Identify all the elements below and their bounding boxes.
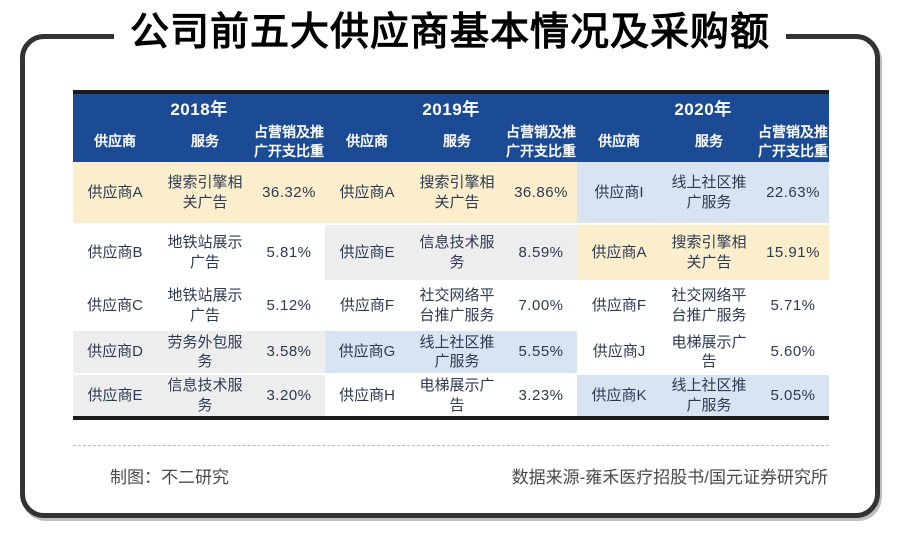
supplier-cell: 供应商A (577, 225, 661, 282)
supplier-cell: 供应商F (577, 282, 661, 331)
share-cell: 5.12% (253, 282, 325, 331)
col-header-service: 服务 (191, 133, 219, 150)
supplier-cell: 供应商B (73, 225, 157, 282)
supplier-cell: 供应商C (73, 282, 157, 331)
supplier-cell: 供应商E (325, 225, 409, 282)
share-cell: 3.23% (505, 375, 577, 416)
source-text: 数据来源-雍禾医疗招股书/国元证券研究所 (511, 468, 828, 487)
share-cell: 5.05% (757, 375, 829, 416)
service-cell: 信息技术服务 (157, 375, 253, 416)
service-cell: 地铁站展示广告 (157, 282, 253, 331)
year-header-row: 2018年 2019年 2020年 (73, 94, 829, 121)
col-header-service: 服务 (443, 133, 471, 150)
col-header-supplier: 供应商 (346, 133, 388, 150)
share-cell: 3.20% (253, 375, 325, 416)
service-cell: 劳务外包服务 (157, 331, 253, 375)
supplier-cell: 供应商A (325, 162, 409, 225)
share-cell: 36.86% (505, 162, 577, 225)
col-header-service: 服务 (695, 133, 723, 150)
table-row: 供应商B 地铁站展示广告 5.81% 供应商E 信息技术服务 8.59% 供应商… (73, 225, 829, 282)
column-header-row: 供应商 服务 占营销及推广开支比重 供应商 服务 占营销及推广开支比重 供应商 … (73, 121, 829, 162)
share-cell: 36.32% (253, 162, 325, 225)
table-row: 供应商C 地铁站展示广告 5.12% 供应商F 社交网络平台推广服务 7.00%… (73, 282, 829, 331)
col-header-share: 占营销及推广开支比重 (254, 124, 324, 159)
col-header-supplier: 供应商 (94, 133, 136, 150)
year-header-2018: 2018年 (170, 100, 228, 119)
share-cell: 15.91% (757, 225, 829, 282)
service-cell: 电梯展示广告 (661, 331, 757, 375)
service-cell: 社交网络平台推广服务 (409, 282, 505, 331)
share-cell: 5.55% (505, 331, 577, 375)
suppliers-table: 2018年 2019年 2020年 供应商 服务 占营销及推广开支比重 供应商 … (73, 90, 829, 420)
supplier-cell: 供应商G (325, 331, 409, 375)
share-cell: 7.00% (505, 282, 577, 331)
share-cell: 8.59% (505, 225, 577, 282)
supplier-cell: 供应商A (73, 162, 157, 225)
service-cell: 搜索引擎相关广告 (409, 162, 505, 225)
share-cell: 5.60% (757, 331, 829, 375)
share-cell: 5.71% (757, 282, 829, 331)
page-title: 公司前五大供应商基本情况及采购额 (113, 10, 787, 57)
supplier-cell: 供应商E (73, 375, 157, 416)
share-cell: 5.81% (253, 225, 325, 282)
service-cell: 信息技术服务 (409, 225, 505, 282)
supplier-cell: 供应商H (325, 375, 409, 416)
service-cell: 电梯展示广告 (409, 375, 505, 416)
col-header-share: 占营销及推广开支比重 (506, 124, 576, 159)
service-cell: 线上社区推广服务 (661, 162, 757, 225)
share-cell: 22.63% (757, 162, 829, 225)
table-row: 供应商A 搜索引擎相关广告 36.32% 供应商A 搜索引擎相关广告 36.86… (73, 162, 829, 225)
supplier-cell: 供应商K (577, 375, 661, 416)
year-header-2019: 2019年 (422, 100, 480, 119)
service-cell: 线上社区推广服务 (409, 331, 505, 375)
service-cell: 社交网络平台推广服务 (661, 282, 757, 331)
supplier-cell: 供应商J (577, 331, 661, 375)
service-cell: 线上社区推广服务 (661, 375, 757, 416)
year-header-2020: 2020年 (674, 100, 732, 119)
dotted-divider (73, 445, 829, 446)
col-header-share: 占营销及推广开支比重 (758, 124, 828, 159)
supplier-cell: 供应商D (73, 331, 157, 375)
col-header-supplier: 供应商 (598, 133, 640, 150)
service-cell: 搜索引擎相关广告 (661, 225, 757, 282)
share-cell: 3.58% (253, 331, 325, 375)
service-cell: 地铁站展示广告 (157, 225, 253, 282)
supplier-cell: 供应商F (325, 282, 409, 331)
service-cell: 搜索引擎相关广告 (157, 162, 253, 225)
supplier-cell: 供应商I (577, 162, 661, 225)
table-row: 供应商D 劳务外包服务 3.58% 供应商G 线上社区推广服务 5.55% 供应… (73, 331, 829, 375)
table-row: 供应商E 信息技术服务 3.20% 供应商H 电梯展示广告 3.23% 供应商K… (73, 375, 829, 416)
credit-text: 制图：不二研究 (110, 468, 229, 487)
